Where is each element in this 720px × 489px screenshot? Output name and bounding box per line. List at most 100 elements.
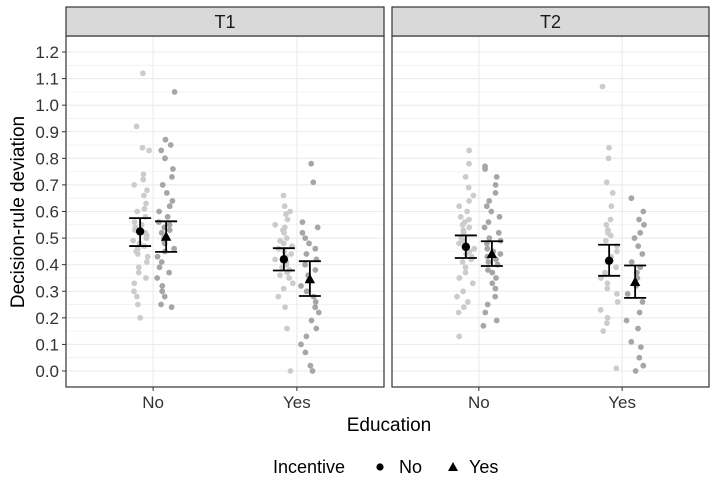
data-point <box>272 256 278 263</box>
data-point <box>495 229 502 236</box>
data-point <box>628 259 635 265</box>
legend: Incentive No Yes <box>273 457 498 477</box>
data-point <box>613 365 620 372</box>
data-point <box>607 232 614 239</box>
x-tick-label: Yes <box>283 393 311 412</box>
data-point <box>614 299 621 305</box>
data-point <box>166 269 173 276</box>
data-point <box>597 307 604 313</box>
facet-strip-T2 <box>391 6 710 37</box>
data-point <box>302 349 309 356</box>
data-point <box>602 237 609 244</box>
data-point <box>492 293 499 300</box>
data-point <box>483 203 490 210</box>
data-point <box>459 259 466 265</box>
data-point <box>628 338 635 345</box>
y-tick-label: 0.3 <box>35 282 59 301</box>
data-point <box>280 192 287 199</box>
data-point <box>146 147 153 154</box>
data-point <box>282 304 288 311</box>
data-point <box>486 235 493 242</box>
data-point <box>287 368 294 374</box>
data-point <box>308 317 315 324</box>
data-point <box>638 344 644 350</box>
data-point <box>488 208 495 215</box>
data-point <box>614 248 620 255</box>
data-point <box>461 304 467 311</box>
data-point <box>624 291 631 297</box>
data-point <box>489 269 496 276</box>
y-axis-title: Decision-rule deviation <box>8 116 29 308</box>
data-point <box>298 341 304 348</box>
facet-label-T1: T1 <box>214 12 235 32</box>
data-point <box>303 288 310 295</box>
data-point <box>131 280 138 287</box>
data-point <box>159 288 166 295</box>
data-point <box>154 275 161 281</box>
data-point <box>628 195 635 202</box>
data-point <box>309 368 316 374</box>
data-point <box>469 280 476 287</box>
data-point <box>156 264 163 271</box>
data-point <box>636 309 643 316</box>
data-point <box>156 208 163 215</box>
data-point <box>158 301 165 308</box>
data-point <box>604 320 610 326</box>
data-point <box>313 325 320 332</box>
data-point <box>162 136 169 143</box>
y-tick-label: 0.0 <box>35 362 59 381</box>
data-point <box>158 147 165 154</box>
data-point <box>484 301 491 308</box>
data-point <box>130 237 137 244</box>
data-point <box>607 216 614 223</box>
data-point <box>485 267 491 273</box>
data-point <box>166 203 173 210</box>
data-point <box>277 272 283 279</box>
data-point <box>299 229 306 236</box>
data-point <box>637 229 644 236</box>
data-point <box>159 182 166 188</box>
data-point <box>471 245 478 252</box>
data-point <box>460 288 466 295</box>
data-point <box>602 269 608 276</box>
data-point <box>134 208 141 215</box>
data-point <box>302 235 309 242</box>
data-point <box>131 182 138 188</box>
data-point <box>143 259 150 265</box>
data-point <box>170 166 176 172</box>
data-point <box>308 160 315 167</box>
data-point <box>315 309 322 316</box>
data-point <box>604 314 611 321</box>
data-point <box>641 221 647 228</box>
x-tick-label: No <box>468 393 490 412</box>
data-point <box>604 280 611 287</box>
data-point <box>456 275 463 281</box>
data-point <box>281 203 288 210</box>
data-point <box>457 213 464 220</box>
data-point <box>609 190 616 196</box>
data-point <box>466 216 472 223</box>
data-point <box>492 285 499 292</box>
data-point <box>272 221 279 228</box>
data-point <box>139 144 146 151</box>
data-point <box>632 368 639 374</box>
x-tick-label: No <box>142 393 164 412</box>
data-point <box>466 147 473 154</box>
data-point <box>140 70 146 77</box>
data-point <box>631 235 638 242</box>
data-point <box>497 251 504 257</box>
data-point <box>606 144 612 151</box>
data-point <box>154 253 161 260</box>
data-point <box>639 299 646 305</box>
data-point <box>171 245 178 252</box>
data-point <box>302 261 308 268</box>
data-point <box>492 182 499 188</box>
legend-label-yes: Yes <box>469 457 498 477</box>
data-point <box>275 293 282 300</box>
data-point <box>134 293 140 300</box>
data-point <box>131 219 138 226</box>
x-tick-label: Yes <box>608 393 636 412</box>
data-point <box>605 155 612 162</box>
y-tick-label: 0.6 <box>35 203 59 222</box>
